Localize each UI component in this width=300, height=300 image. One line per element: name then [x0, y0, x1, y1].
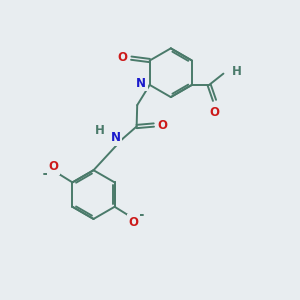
Text: O: O: [118, 51, 128, 64]
Text: N: N: [136, 77, 146, 90]
Text: O: O: [209, 106, 220, 119]
Text: O: O: [129, 216, 139, 229]
Text: H: H: [95, 124, 105, 137]
Text: N: N: [111, 131, 121, 144]
Text: H: H: [232, 65, 242, 78]
Text: O: O: [158, 118, 167, 131]
Text: O: O: [49, 160, 58, 173]
